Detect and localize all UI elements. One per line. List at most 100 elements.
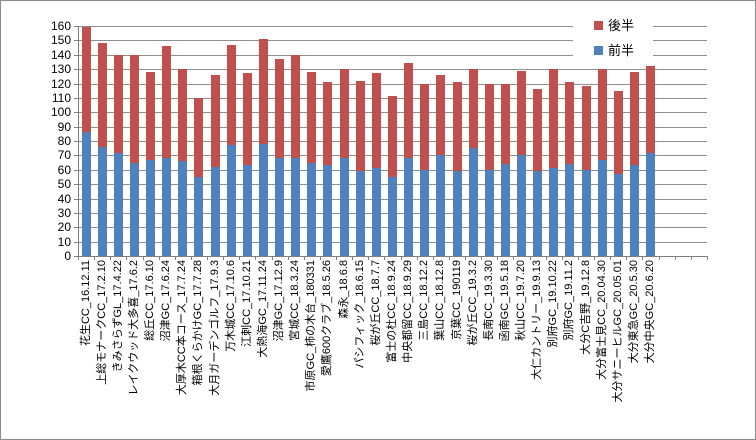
y-tick-label: 140: [50, 47, 71, 62]
y-tick-label: 160: [50, 19, 71, 33]
bar-segment-zenhan: [597, 159, 607, 256]
x-tick-label: 桜が丘CC_18.7.7: [369, 260, 382, 346]
x-tick-label: 別府GC_19.10.22: [547, 260, 560, 348]
bar-segment-kouhan: [646, 66, 656, 153]
x-axis-tick: [481, 256, 483, 260]
bar-segment-kouhan: [517, 70, 527, 156]
x-tick-label: 上総モナークCC_17.2.10: [95, 260, 108, 385]
legend: 後半 前半: [573, 15, 653, 61]
bar-segment-kouhan: [258, 38, 268, 144]
y-axis-tick: [74, 83, 78, 85]
y-tick-label: 0: [64, 249, 71, 263]
bar-segment-kouhan: [597, 69, 607, 160]
x-axis-tick: [303, 256, 305, 260]
bar-segment-zenhan: [468, 148, 478, 256]
x-tick-label: 沼津GC_17.6.24: [160, 260, 173, 342]
y-axis-tick: [74, 26, 78, 27]
bar-segment-kouhan: [613, 90, 623, 175]
bar-segment-zenhan: [178, 161, 188, 256]
x-tick-label: きみさらずGL_17.4.22: [111, 260, 124, 373]
x-axis-tick: [352, 256, 354, 260]
x-tick-label: 花生CC_16.12.11: [79, 260, 92, 347]
x-axis-tick: [577, 256, 579, 260]
bar-segment-kouhan: [581, 86, 591, 170]
x-tick-label: 宮城CC_18.3.24: [289, 260, 302, 341]
x-tick-label: 愛鷹600クラブ_18.5.26: [321, 260, 334, 377]
x-tick-label: 桜が丘CC_19.3.2: [466, 260, 479, 346]
x-tick-label: 京葉CC_190119: [450, 260, 463, 340]
bar-segment-zenhan: [146, 159, 156, 256]
bar-segment-kouhan: [146, 72, 156, 160]
gridline: [78, 40, 707, 42]
bar-segment-kouhan: [97, 43, 107, 147]
x-axis-tick: [642, 256, 644, 260]
bar-segment-kouhan: [113, 54, 123, 153]
x-tick-label: 沼津GC_17.12.9: [273, 260, 286, 342]
y-axis-tick: [74, 141, 78, 142]
legend-item-kouhan: 後半: [594, 17, 653, 34]
x-axis-tick: [561, 256, 563, 260]
gridline: [78, 54, 707, 56]
bar-segment-kouhan: [629, 72, 639, 166]
bar-segment-kouhan: [371, 73, 381, 169]
x-axis-tick: [287, 256, 289, 260]
x-tick-label: 万木城CC_17.10.6: [224, 260, 237, 352]
x-axis-tick: [465, 256, 467, 260]
y-axis-line: [78, 26, 79, 256]
bar-segment-kouhan: [194, 97, 204, 177]
y-axis-tick: [74, 241, 78, 243]
bar-segment-zenhan: [404, 158, 414, 256]
bar-segment-zenhan: [194, 176, 204, 256]
y-axis-tick: [74, 169, 78, 171]
y-axis-tick: [74, 112, 78, 114]
y-tick-label: 30: [57, 205, 71, 220]
y-tick-label: 70: [57, 148, 71, 163]
x-axis-tick: [126, 256, 128, 260]
bar-segment-zenhan: [129, 162, 139, 256]
x-tick-label: 長南CC_19.3.30: [482, 260, 495, 341]
x-tick-label: 函南GC_19.5.18: [498, 260, 511, 342]
x-tick-label: 中央都留CC_18.9.29: [402, 260, 415, 363]
x-tick-label: 総丘CC_17.6.10: [144, 260, 157, 341]
bar-segment-kouhan: [291, 54, 301, 159]
bar-segment-kouhan: [129, 54, 139, 163]
x-axis-tick: [658, 256, 660, 260]
y-axis-tick: [74, 227, 78, 229]
bar-segment-kouhan: [452, 82, 462, 172]
y-tick-label: 80: [57, 134, 71, 148]
bar-segment-zenhan: [565, 164, 575, 256]
x-axis-tick: [384, 256, 386, 260]
x-tick-label: 大分富士見CC_20.04.30: [595, 260, 608, 380]
y-tick-label: 40: [57, 191, 71, 206]
x-axis-tick: [174, 256, 176, 260]
bar-segment-zenhan: [339, 158, 349, 256]
y-axis-tick: [74, 126, 78, 128]
bar-segment-zenhan: [323, 165, 333, 256]
x-tick-label: 大分東急GC_20.5.30: [627, 260, 640, 364]
x-axis-tick: [142, 256, 144, 260]
bar-segment-zenhan: [452, 171, 462, 256]
bar-segment-zenhan: [533, 171, 543, 256]
x-tick-label: 葉山CC_18.12.8: [434, 260, 447, 341]
gridline: [78, 83, 707, 85]
x-axis-tick: [158, 256, 160, 260]
bar-segment-kouhan: [339, 69, 349, 159]
bar-segment-kouhan: [242, 73, 252, 166]
x-axis-tick: [610, 256, 612, 260]
bar-segment-zenhan: [500, 164, 510, 256]
x-tick-label: 大厚木CC本コース_17.7.24: [176, 260, 189, 396]
bar-segment-kouhan: [404, 63, 414, 159]
y-tick-label: 110: [51, 90, 71, 105]
x-axis-tick: [319, 256, 321, 260]
x-axis-tick: [94, 256, 96, 260]
y-axis-tick: [74, 54, 78, 56]
x-tick-label: 市原GC_柿の木台_180331: [305, 260, 318, 392]
x-tick-label: 秋山CC_19.7.20: [515, 260, 528, 341]
x-axis-tick: [626, 256, 628, 260]
bar-segment-zenhan: [581, 169, 591, 256]
x-tick-label: 森永_18.6.8: [337, 260, 350, 319]
x-axis-tick: [255, 256, 257, 260]
x-axis-tick: [400, 256, 402, 260]
x-axis-tick: [529, 256, 531, 260]
y-tick-label: 10: [57, 234, 71, 249]
